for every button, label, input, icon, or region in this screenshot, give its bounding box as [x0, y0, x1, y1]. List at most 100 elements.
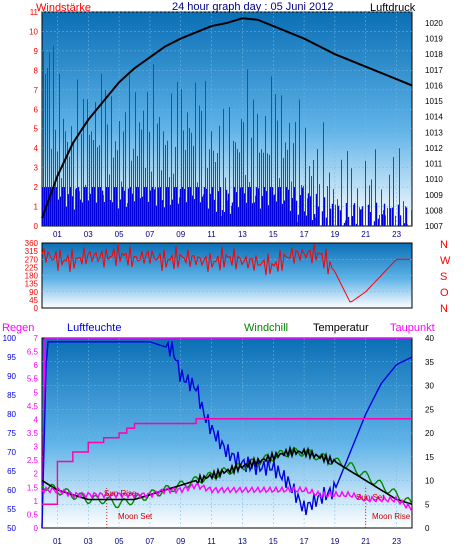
luftfeuchte-tick: 100	[3, 334, 17, 343]
windrichtung-tick: 45	[29, 296, 38, 305]
x-tick: 05	[115, 537, 124, 546]
regen-tick: 6	[34, 361, 39, 370]
windstaerke-tick: 8	[34, 66, 39, 75]
temperatur-tick: 20	[425, 429, 434, 438]
x-tick: 13	[238, 230, 247, 239]
windstaerke-tick: 9	[34, 47, 39, 56]
windstaerke-tick: 11	[30, 8, 39, 17]
windstaerke-tick: 5	[34, 125, 39, 134]
temperatur-tick: 30	[425, 382, 434, 391]
x-tick: 17	[300, 230, 309, 239]
x-tick: 21	[361, 230, 370, 239]
temperatur-tick: 25	[425, 405, 434, 414]
compass-letter: S	[440, 271, 447, 283]
x-tick: 15	[269, 537, 278, 546]
compass-letter: O	[440, 287, 449, 299]
sun-rise-label: Sun Rise	[104, 489, 137, 498]
regen-axis: 0 0.5 1 1.5 2 2.5 3 3.5 4 4.5 5 5.5 6 6.5 7	[27, 334, 39, 533]
taupunkt-label: Taupunkt	[390, 322, 435, 334]
temperatur-label: Temperatur	[313, 322, 369, 334]
windrichtung-tick: 90	[29, 288, 38, 297]
x-tick: 03	[84, 230, 93, 239]
regen-tick: 4	[34, 415, 39, 424]
luftdruck-tick: 1014	[425, 113, 443, 122]
regen-tick: 4.5	[27, 402, 39, 411]
x-tick: 23	[392, 537, 401, 546]
luftdruck-axis: 1007 1008 1009 1010 1011 1012 1013 1014 1015 1016…	[425, 19, 443, 231]
regen-tick: 0	[34, 524, 39, 533]
luftdruck-tick: 1018	[425, 50, 443, 59]
compass-letter: W	[440, 255, 451, 267]
windstaerke-label: Windstärke	[36, 2, 91, 14]
x-tick: 17	[300, 537, 309, 546]
bottom-grid	[42, 338, 412, 528]
luftdruck-tick: 1011	[425, 160, 443, 169]
regen-label: Regen	[2, 322, 34, 334]
x-tick: 19	[330, 537, 339, 546]
x-tick: 11	[207, 537, 216, 546]
x-tick: 21	[361, 537, 370, 546]
luftdruck-tick: 1016	[425, 81, 443, 90]
luftdruck-tick: 1019	[425, 35, 443, 44]
luftfeuchte-tick: 95	[7, 353, 16, 362]
moon-rise-label: Moon Rise	[372, 512, 411, 521]
windrichtung-tick: 135	[25, 280, 39, 289]
luftdruck-tick: 1017	[425, 66, 443, 75]
temperatur-tick: 10	[425, 477, 434, 486]
luftdruck-tick: 1012	[425, 144, 443, 153]
luftdruck-tick: 1007	[425, 222, 443, 231]
windstaerke-tick: 2	[34, 183, 39, 192]
x-tick: 07	[145, 537, 154, 546]
x-tick: 13	[238, 537, 247, 546]
luftdruck-line	[41, 17, 413, 219]
x-tick: 07	[145, 230, 154, 239]
x-tick: 11	[207, 230, 216, 239]
windrichtung-tick: 0	[34, 304, 39, 313]
temperatur-tick: 0	[425, 524, 430, 533]
regen-tick: 6.5	[27, 348, 39, 357]
regen-tick: 0.5	[27, 510, 39, 519]
luftfeuchte-tick: 50	[7, 524, 16, 533]
luftdruck-label: Luftdruck	[370, 2, 416, 14]
regen-tick: 3	[34, 443, 39, 452]
windstaerke-tick: 0	[34, 222, 39, 231]
x-tick: 01	[53, 230, 62, 239]
temperatur-tick: 5	[425, 500, 430, 509]
mid-grid	[42, 259, 412, 292]
windrichtung-tick: 225	[25, 263, 39, 272]
windrichtung-tick: 360	[25, 239, 39, 248]
windstaerke-tick: 4	[34, 144, 39, 153]
luftfeuchte-tick: 85	[7, 391, 16, 400]
windstaerke-axis: 0 1 2 3 4 5 6 7 8 9 10 11	[29, 8, 38, 231]
bottom-x-axis: 01 03 05 07 09 11 13 15 17 19 21 23	[53, 537, 402, 546]
luftdruck-tick: 1015	[425, 97, 443, 106]
temperatur-tick: 40	[425, 334, 434, 343]
luftfeuchte-tick: 75	[7, 429, 16, 438]
luftfeuchte-tick: 90	[7, 372, 16, 381]
x-tick: 01	[53, 537, 62, 546]
regen-tick: 7	[34, 334, 39, 343]
windrichtung-line	[41, 242, 410, 303]
top-grid	[42, 11, 412, 226]
x-tick: 05	[115, 230, 124, 239]
temperatur-axis: 0 5 10 15 20 25 30 35 40	[425, 334, 434, 533]
regen-cumulative-line	[42, 418, 412, 505]
luftdruck-tick: 1010	[425, 175, 443, 184]
luftfeuchte-axis: 50 55 60 65 70 75 80 85 90 95 100	[3, 334, 17, 533]
temperatur-tick: 15	[425, 453, 434, 462]
x-tick: 19	[330, 230, 339, 239]
x-tick: 03	[84, 537, 93, 546]
regen-tick: 1	[34, 497, 39, 506]
taupunkt-line	[41, 482, 413, 512]
page-title: 24 hour graph day : 05 Juni 2012	[172, 1, 333, 13]
regen-tick: 2.5	[27, 456, 39, 465]
regen-tick: 5	[34, 388, 39, 397]
luftdruck-tick: 1013	[425, 128, 443, 137]
regen-tick: 1.5	[27, 483, 39, 492]
luftfeuchte-tick: 55	[7, 505, 16, 514]
luftfeuchte-tick: 65	[7, 467, 16, 476]
x-tick: 09	[176, 537, 185, 546]
luftfeuchte-line	[41, 340, 413, 529]
sun-set-label: Sun Set	[356, 493, 385, 502]
